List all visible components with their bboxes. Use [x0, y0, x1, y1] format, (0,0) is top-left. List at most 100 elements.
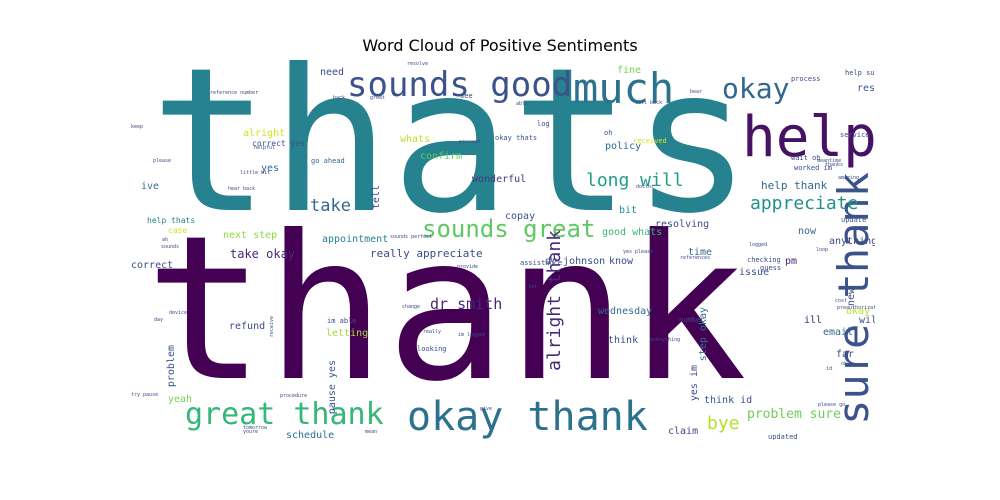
word-proceed: proceed	[459, 139, 481, 145]
word-dr-johnson: dr johnson	[545, 256, 606, 267]
word-need: need	[320, 67, 345, 78]
word-letting: letting	[326, 328, 369, 339]
word-log: log	[537, 120, 550, 128]
word-thats: thats	[150, 60, 753, 258]
word-received: received	[633, 137, 667, 145]
word-yes: yes	[261, 163, 280, 174]
word-okay-thank: okay thank	[407, 394, 648, 440]
word-let: let	[528, 284, 538, 290]
word-sounds: sounds	[161, 244, 180, 250]
word-cost: cost	[835, 298, 848, 304]
word-yes-im: yes im	[689, 365, 700, 402]
word-help-thats: help thats	[147, 216, 196, 225]
word-okay-thats: okay thats	[495, 134, 538, 142]
word-correct: correct	[131, 260, 174, 271]
word-issue: issue	[739, 267, 770, 278]
word-see: see	[460, 92, 473, 100]
word-claim: claim	[668, 426, 699, 437]
word-try-pause: try pause	[131, 392, 159, 398]
word-ok: ok	[841, 361, 848, 367]
word-think-id: think id	[704, 395, 753, 406]
word-loop: loop	[816, 247, 829, 253]
word-pm: pm	[785, 256, 798, 267]
word-oh: oh	[604, 129, 613, 137]
word-next-step: next step	[223, 230, 278, 241]
word-doctor: doctor	[636, 184, 655, 190]
word-id: id	[826, 366, 833, 372]
word-wait-oh: wait oh	[791, 154, 821, 162]
word-youre: youre	[243, 429, 259, 435]
word-update: update	[841, 216, 867, 224]
word-whats: whats	[400, 134, 431, 145]
word-thanks: thanks	[825, 162, 844, 168]
word-take: take	[310, 196, 351, 216]
word-help-thank: help thank	[761, 179, 828, 192]
word-new: new	[846, 288, 857, 307]
word-please: please	[153, 158, 172, 164]
word-pause-yes: pause yes	[327, 360, 338, 415]
word-alright: alright	[243, 128, 286, 139]
word-bit: bit	[619, 205, 638, 216]
word-policy: policy	[605, 141, 642, 152]
word-appointment: appointment	[322, 234, 389, 245]
word-email: email	[823, 327, 854, 338]
word-anything: anything	[829, 236, 875, 247]
word-really-appreciate: really appreciate	[370, 247, 483, 260]
word-go-ahead: go ahead	[311, 157, 345, 165]
word-little-bit: little bit	[240, 170, 271, 176]
word-please-go: please go	[818, 402, 846, 408]
word-sounds-perfect: sounds perfect	[390, 234, 433, 240]
word-refund: refund	[229, 321, 266, 332]
word-bear: bear	[690, 89, 703, 95]
word-correct-yes: correct yes	[252, 139, 305, 148]
word-thank: thank	[145, 193, 748, 426]
chart-title: Word Cloud of Positive Sentiments	[362, 36, 638, 55]
word-much: much	[573, 64, 675, 113]
word-sounds-good: sounds good	[347, 65, 573, 105]
word-able: able	[516, 101, 529, 107]
word-guess: guess	[760, 264, 782, 272]
word-service: service	[840, 131, 870, 139]
word-call-back: call back	[635, 100, 663, 106]
word-resolved: resolved	[857, 83, 875, 94]
word-logged: logged	[749, 242, 768, 248]
word-will: will	[859, 315, 875, 326]
word-resolving: resolving	[655, 219, 710, 230]
word-great: great	[370, 95, 386, 101]
word-checking: checking	[747, 256, 781, 264]
word-bye: bye	[707, 413, 740, 434]
word-sounds-great: sounds great	[422, 215, 596, 243]
word-assistance: assistance	[520, 259, 563, 267]
word-confirm: confirm	[420, 151, 463, 162]
word-help: help	[742, 105, 875, 170]
word-ill: ill	[804, 315, 823, 326]
word-great-thank: great thank	[185, 397, 384, 432]
word-fine: fine	[617, 65, 642, 76]
word-time: time	[688, 247, 713, 258]
word-references: references	[680, 255, 711, 261]
word-everything: everything	[650, 337, 681, 343]
word-provide: provide	[457, 264, 479, 270]
word-yes-please: yes please	[623, 249, 654, 255]
word-ive: ive	[141, 181, 160, 192]
word-far: far	[836, 349, 855, 360]
word-case: case	[168, 226, 188, 235]
word-mean: mean	[365, 429, 378, 435]
word-resolve: resolve	[407, 61, 429, 67]
word-number: number	[679, 316, 705, 324]
word-give: give	[480, 406, 493, 412]
word-now: now	[798, 226, 817, 237]
word-ah: ah	[162, 237, 169, 243]
word-back: back	[333, 95, 346, 101]
word-really: really	[423, 329, 442, 335]
word-device: device	[169, 310, 188, 316]
word-reference-number: reference number	[210, 90, 259, 96]
word-helpful: helpful	[254, 145, 276, 151]
word-day: day	[154, 317, 164, 323]
word-keep: keep	[131, 124, 144, 130]
word-tell: tell	[371, 185, 382, 210]
word-alright-thank: alright thank	[544, 230, 565, 371]
word-take-okay: take okay	[230, 247, 296, 261]
word-procedure: procedure	[280, 393, 308, 399]
